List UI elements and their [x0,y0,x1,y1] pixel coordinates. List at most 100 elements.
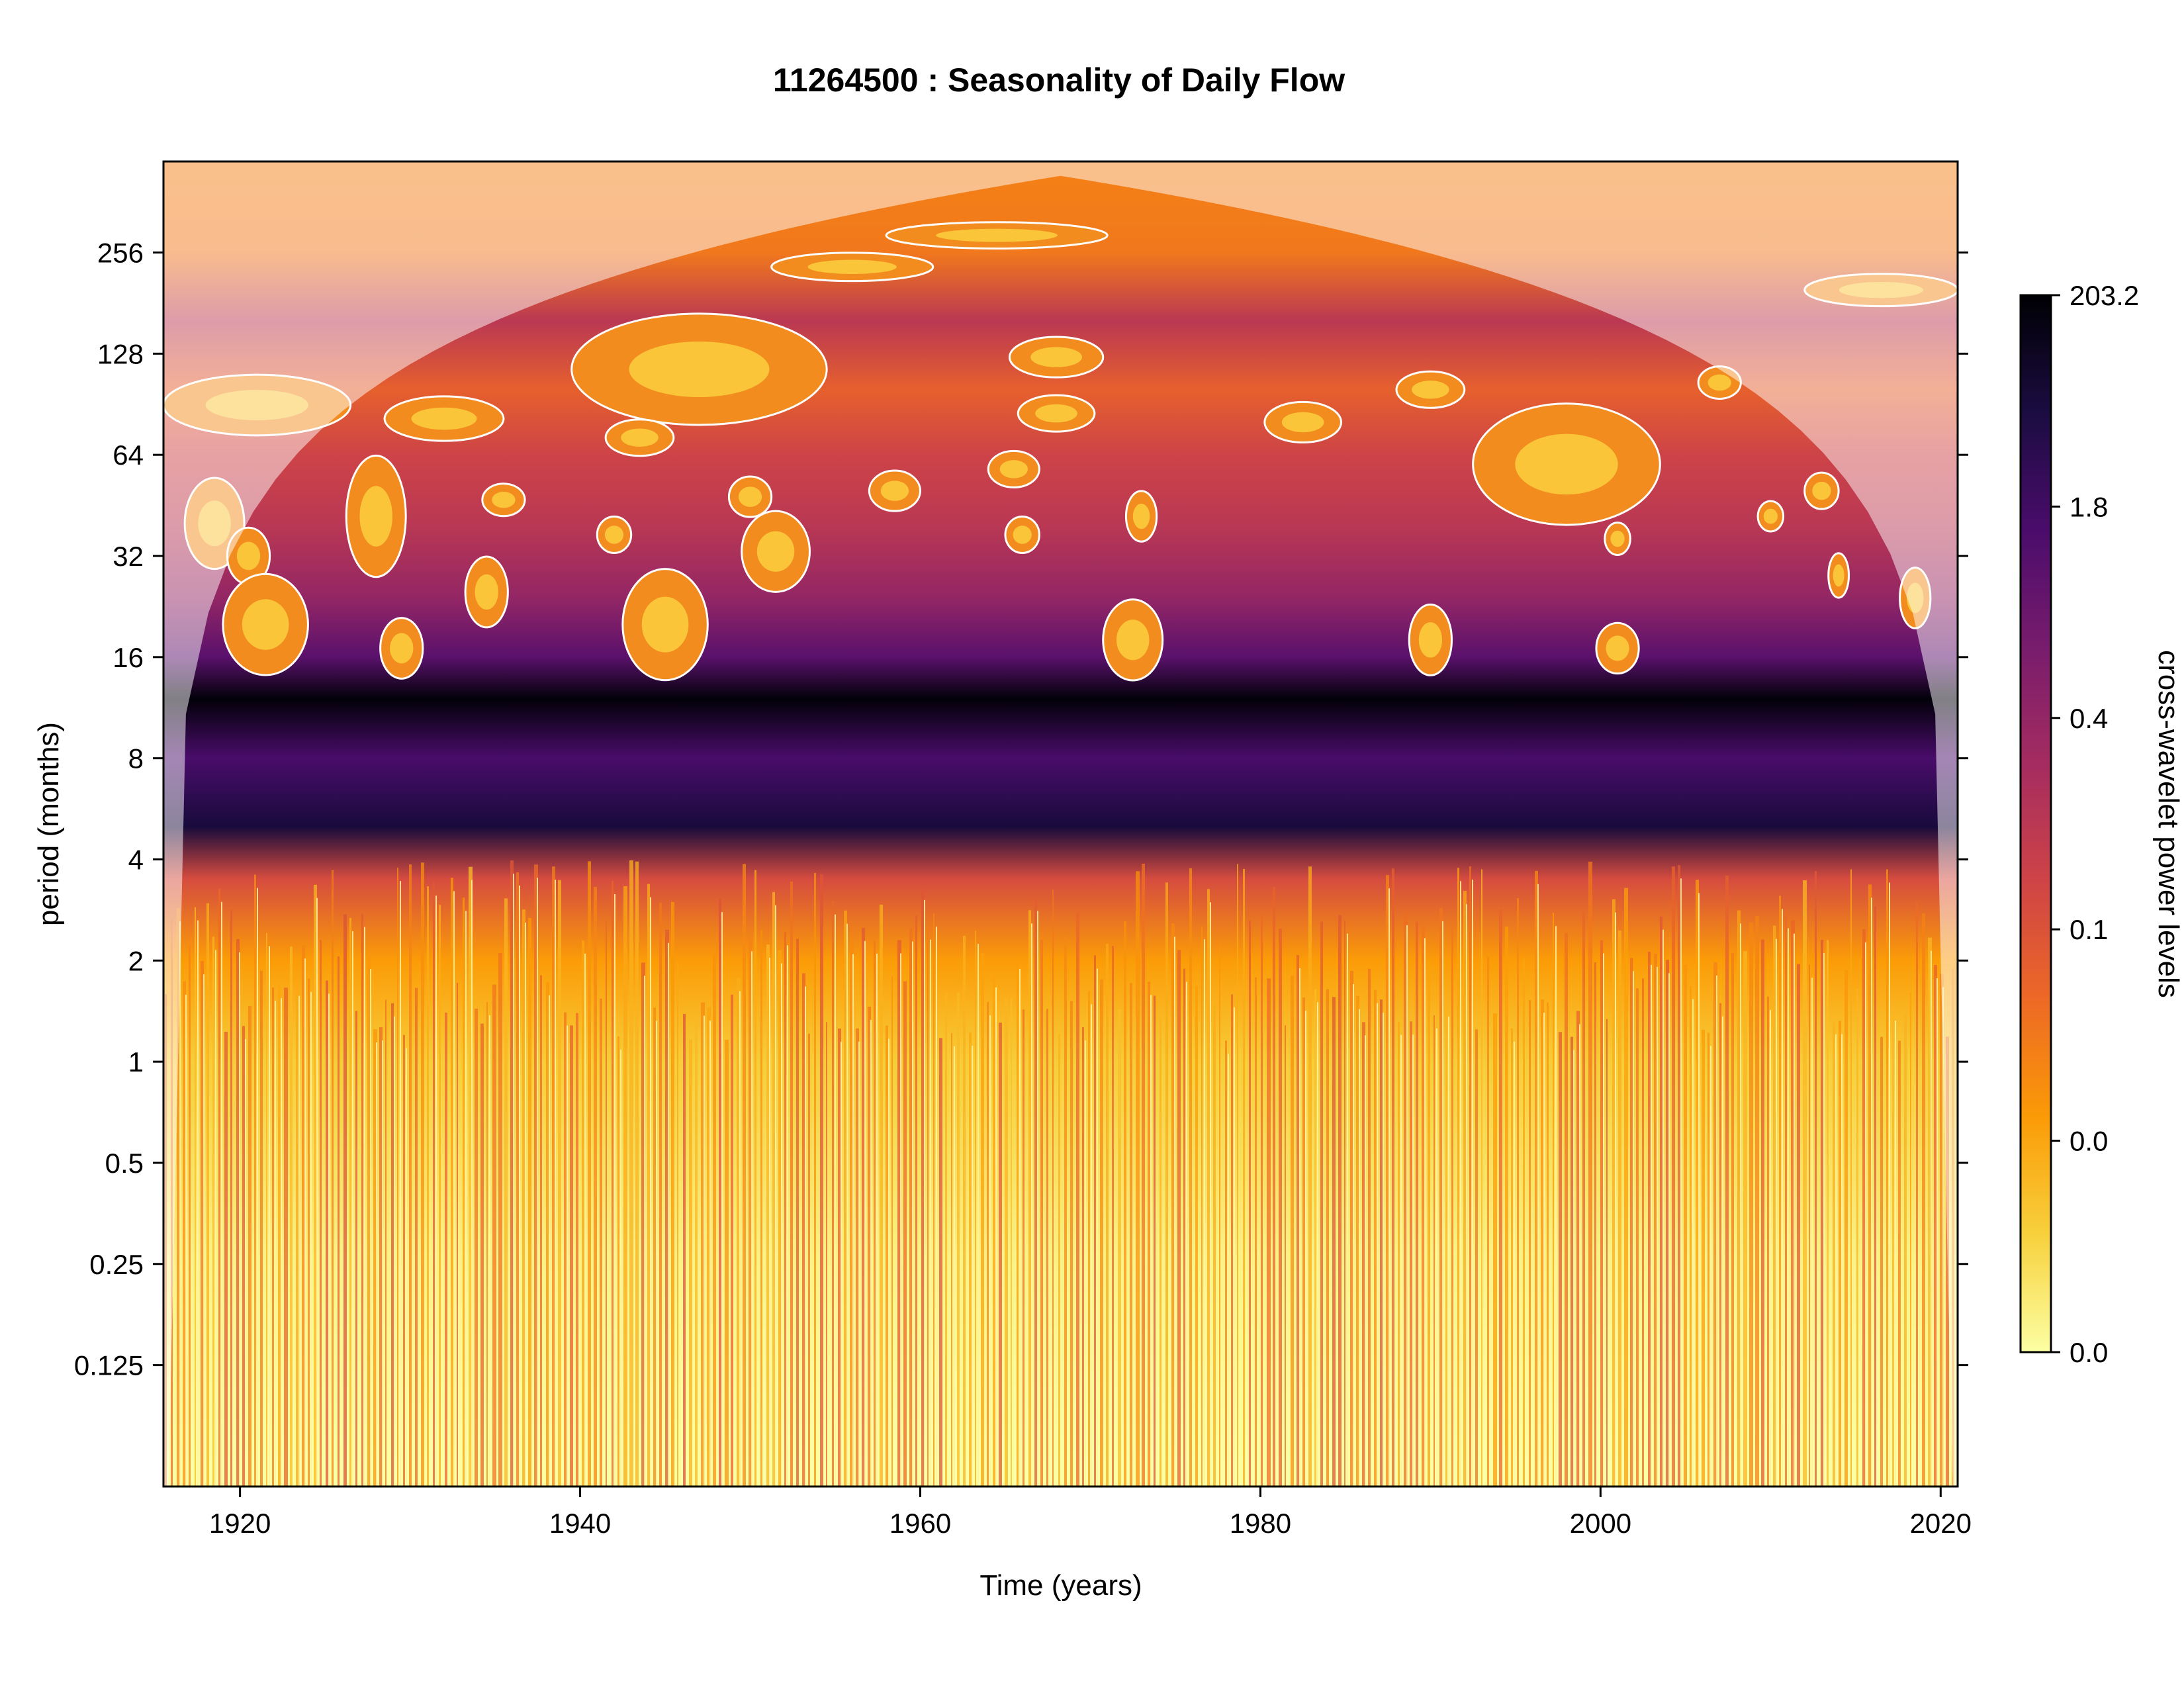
stripe-mark [1731,953,1734,1486]
stripe-mark [189,945,191,1486]
stripe-highlight [972,1046,973,1486]
significant-core [999,460,1028,479]
stripe-mark [1046,1009,1048,1486]
stripe-mark [635,861,639,1486]
stripe-mark [427,886,429,1486]
stripe-mark [612,881,614,1486]
stripe-mark [415,987,418,1486]
stripe-highlight [1889,882,1890,1486]
stripe-mark [260,970,263,1486]
stripe-highlight [328,993,330,1486]
stripe-mark [957,992,960,1486]
stripe-mark [1862,929,1866,1486]
stripe-highlight [245,1039,246,1486]
stripe-highlight [382,1040,383,1486]
stripe-mark [1827,940,1829,1486]
stripe-mark [772,891,775,1486]
stripe-mark [1547,1002,1549,1486]
stripe-mark [1761,939,1764,1486]
stripe-mark [903,981,907,1486]
stripe-mark [1404,911,1408,1486]
stripe-highlight [1031,923,1032,1486]
stripe-mark [1356,995,1359,1486]
stripe-mark [1493,1013,1497,1486]
stripe-mark [540,975,542,1486]
significant-core [475,574,498,610]
stripe-highlight [406,1048,407,1486]
colorbar: 203.2 1.8 0.4 0.1 0.0 0.0 cross-wavelet power… [2019,280,2184,1368]
stripe-mark [302,945,305,1486]
stripe-mark [343,914,347,1486]
stripe-mark [1344,920,1345,1486]
stripe-mark [320,940,322,1486]
stripe-highlight [1537,884,1539,1486]
stripe-highlight [1085,1040,1086,1486]
stripe-highlight [435,895,437,1486]
stripe-highlight [954,1046,955,1486]
stripe-mark [1320,921,1323,1486]
stripe-highlight [888,1038,889,1486]
stripe-mark [1636,988,1639,1486]
stripe-mark [701,1002,705,1486]
stripe-highlight [364,927,365,1486]
stripe-mark [546,982,549,1486]
stripe-highlight [1823,952,1825,1486]
stripe-mark [1642,978,1644,1486]
stripe-mark [1106,944,1109,1486]
significant-core [1030,347,1082,367]
stripe-highlight [668,942,669,1486]
stripe-mark [1297,954,1299,1486]
stripe-highlight [1633,971,1634,1486]
stripe-mark [927,926,929,1486]
stripe-mark [1469,866,1471,1486]
stripe-mark [1130,983,1132,1486]
stripe-mark [1886,869,1888,1486]
significant-core [1013,526,1032,544]
stripe-highlight [567,1025,568,1486]
stripe-mark [1428,961,1430,1486]
stripe-mark [1582,912,1585,1486]
stripe-mark [1713,962,1717,1486]
stripe-mark [1100,979,1103,1486]
stripe-mark [1386,875,1389,1486]
colorbar-tick-label: 0.0 [2070,1126,2108,1157]
stripe-mark [1672,866,1675,1486]
significant-core [1116,619,1150,661]
significant-core [1763,508,1778,524]
stripe-highlight [1412,1034,1414,1486]
stripe-mark [314,884,317,1486]
stripe-mark [1291,976,1294,1486]
stripe-mark [1332,997,1336,1486]
stripe-mark [355,1011,357,1486]
plot-area [163,161,1958,1486]
stripe-mark [880,904,883,1486]
colorbar-tick-label: 0.1 [2070,914,2108,945]
stripe-mark [1755,915,1759,1486]
stripe-mark [993,974,995,1486]
stripe-mark [588,861,591,1486]
stripe-mark [754,870,756,1486]
x-tick-label: 1920 [209,1508,271,1539]
significant-core [756,531,795,572]
stripe-highlight [1668,973,1670,1486]
stripe-mark [1517,897,1519,1486]
stripe-highlight [924,899,925,1486]
stripe-mark [1308,866,1312,1486]
stripe-highlight [1603,953,1604,1486]
stripe-mark [1481,869,1482,1486]
stripe-mark [1416,921,1418,1486]
stripe-highlight [1365,1035,1366,1486]
stripe-highlight [1573,1050,1574,1486]
stripe-mark [659,903,662,1486]
stripe-mark [1624,888,1628,1486]
stripe-mark [1928,937,1932,1486]
x-tick-label: 2020 [1910,1508,1972,1539]
stripe-mark [1535,870,1538,1486]
stripe-mark [778,950,782,1486]
stripe-highlight [1228,1054,1229,1486]
stripe-highlight [1347,933,1348,1486]
stripe-mark [814,872,816,1486]
stripe-mark [629,860,633,1486]
stripe-mark [1803,880,1807,1486]
y-tick-label: 0.125 [74,1350,144,1381]
